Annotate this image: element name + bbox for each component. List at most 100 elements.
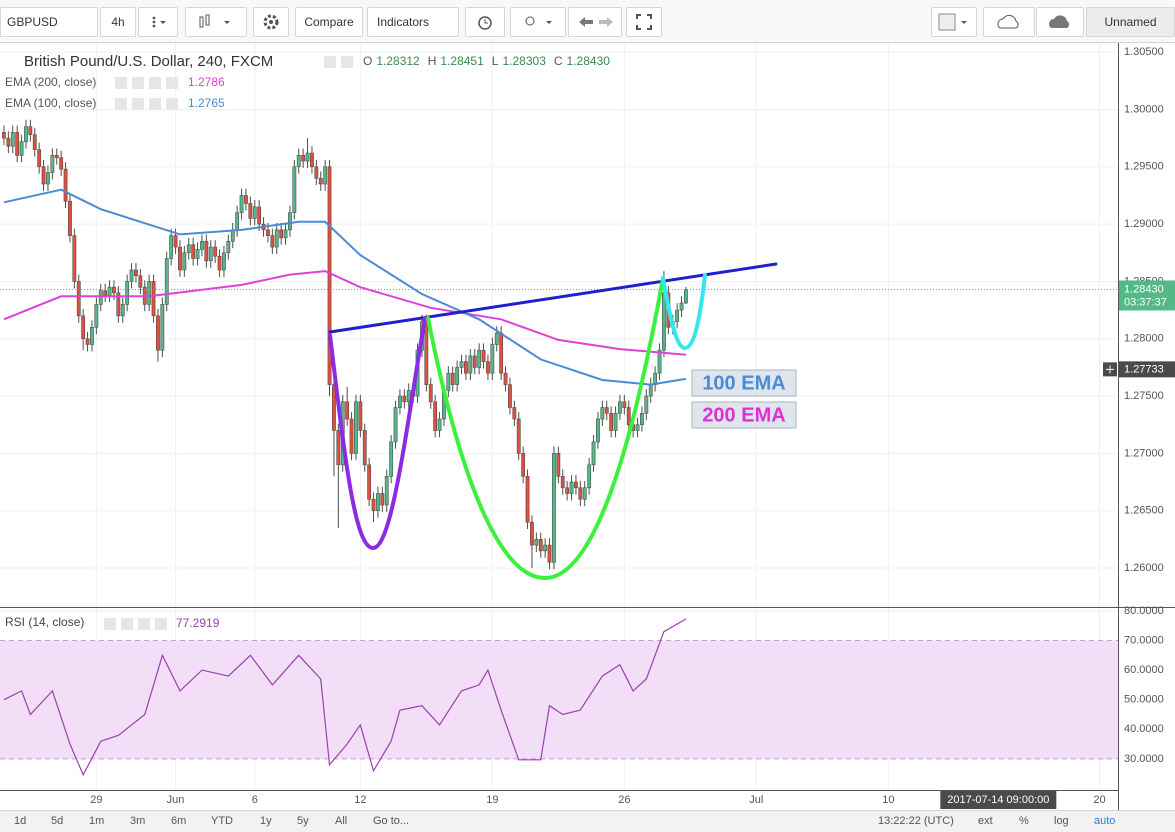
candle-body	[354, 401, 358, 454]
candle-body	[574, 481, 578, 489]
settings-button[interactable]	[253, 7, 289, 37]
candle-body	[398, 395, 402, 408]
icon	[263, 14, 279, 30]
x-tick-label: Jul	[749, 794, 763, 806]
legend-value: 1.2786	[188, 75, 225, 89]
symbol-input[interactable]: GBPUSD	[0, 7, 98, 37]
interval-button[interactable]: 4h	[100, 7, 136, 37]
chart-style-button[interactable]	[185, 7, 247, 37]
range-button[interactable]: YTD	[211, 815, 233, 827]
candle-body	[477, 349, 482, 368]
candle-body	[543, 544, 548, 552]
candle-body	[98, 290, 103, 305]
candle-body	[362, 430, 367, 466]
range-button[interactable]: 6m	[171, 815, 187, 827]
goto-button[interactable]: Go to...	[373, 815, 410, 827]
icon	[199, 14, 230, 28]
undo-redo[interactable]	[568, 7, 622, 37]
option-button[interactable]: %	[1019, 815, 1029, 827]
range-button[interactable]: 5d	[51, 815, 64, 827]
ohlc-legend: O 1.28312 H 1.28451 L 1.28303 C 1.28430	[363, 54, 610, 68]
candle-body	[635, 424, 640, 431]
y-tick-label: 60.0000	[1124, 664, 1164, 676]
legend-icon	[115, 77, 127, 89]
candle-body	[217, 255, 222, 271]
range-button[interactable]: 1y	[260, 815, 272, 827]
y-tick-label: 70.0000	[1124, 634, 1164, 646]
rsi-band	[0, 640, 1118, 759]
y-tick-label: 30.0000	[1124, 753, 1164, 765]
candle-body	[279, 229, 284, 239]
candle-body	[147, 281, 152, 305]
range-button[interactable]: 3m	[130, 815, 146, 827]
candle-body	[525, 476, 530, 523]
y-tick-label: 1.26500	[1124, 505, 1164, 517]
candle-body	[169, 235, 174, 259]
price-marker-label: 1.28430	[1124, 283, 1164, 295]
interval-menu[interactable]	[138, 7, 178, 37]
candle-body	[358, 401, 363, 431]
range-button[interactable]: All	[335, 815, 348, 827]
y-tick-label: 80.0000	[1124, 605, 1164, 617]
candle-body	[28, 126, 33, 136]
time-axis	[0, 790, 1118, 810]
candle-body	[59, 157, 64, 170]
candle-body	[657, 349, 662, 374]
candle-body	[560, 476, 565, 489]
bottom-bar: 1d 5d 1m 3m 6m YTD 1y 5y All Go to... 13…	[0, 810, 1175, 832]
price-grid	[0, 43, 1118, 607]
range-button[interactable]: 1m	[89, 815, 105, 827]
candle-body	[332, 384, 336, 431]
cloud-load[interactable]	[983, 7, 1035, 37]
cloud-save[interactable]	[1036, 7, 1084, 37]
color-button[interactable]	[931, 7, 977, 37]
range-button[interactable]: 1d	[14, 815, 27, 827]
candle-body	[323, 166, 328, 185]
candle-body	[19, 141, 24, 156]
candle-body	[490, 344, 495, 374]
icon	[525, 16, 552, 26]
candle-body	[336, 430, 341, 466]
candle-body	[662, 292, 666, 351]
candle-body	[301, 155, 306, 162]
legend-value: 77.2919	[176, 616, 220, 630]
y-tick-label: 1.30500	[1124, 46, 1164, 58]
candle-body	[486, 361, 490, 374]
candle-body	[512, 407, 517, 420]
option-button[interactable]: auto	[1094, 815, 1116, 827]
candle-body	[235, 212, 240, 231]
candle-body	[609, 412, 614, 431]
range-button[interactable]: 5y	[297, 815, 309, 827]
option-button[interactable]: ext	[978, 815, 993, 827]
legend-value: 1.28303	[502, 54, 546, 68]
ema-line	[3, 270, 686, 356]
legend-name: EMA (100, close)	[5, 96, 96, 110]
alert-button[interactable]	[465, 7, 505, 37]
candle-body	[556, 453, 561, 477]
candle-body	[195, 249, 200, 259]
template-button[interactable]	[510, 7, 566, 37]
x-tick-label: 26	[618, 794, 630, 806]
handle-curve	[661, 273, 707, 351]
candle-body	[446, 372, 451, 391]
labels: 1.260001.265001.270001.275001.280001.285…	[5, 46, 1175, 809]
candle-body	[244, 195, 248, 204]
candle-body	[129, 269, 134, 282]
candle-body	[578, 487, 583, 500]
price-pane	[0, 119, 1118, 570]
option-button[interactable]: log	[1054, 815, 1069, 827]
indicators-button[interactable]: Indicators	[367, 7, 459, 37]
candle-body	[2, 132, 6, 139]
compare-button[interactable]: Compare	[295, 7, 363, 37]
y-tick-label: 1.27000	[1124, 447, 1164, 459]
candle-body	[314, 166, 319, 179]
fullscreen-button[interactable]	[626, 7, 662, 37]
layout-name[interactable]: Unnamed	[1086, 7, 1175, 37]
candle-body	[103, 290, 108, 296]
annotation: 100 EMA	[702, 372, 785, 394]
candle-body	[41, 166, 46, 185]
ema-line	[3, 188, 687, 386]
candle-body	[6, 137, 11, 147]
candle-body	[296, 155, 301, 168]
chart: 1.260001.265001.270001.275001.280001.285…	[0, 43, 1175, 810]
